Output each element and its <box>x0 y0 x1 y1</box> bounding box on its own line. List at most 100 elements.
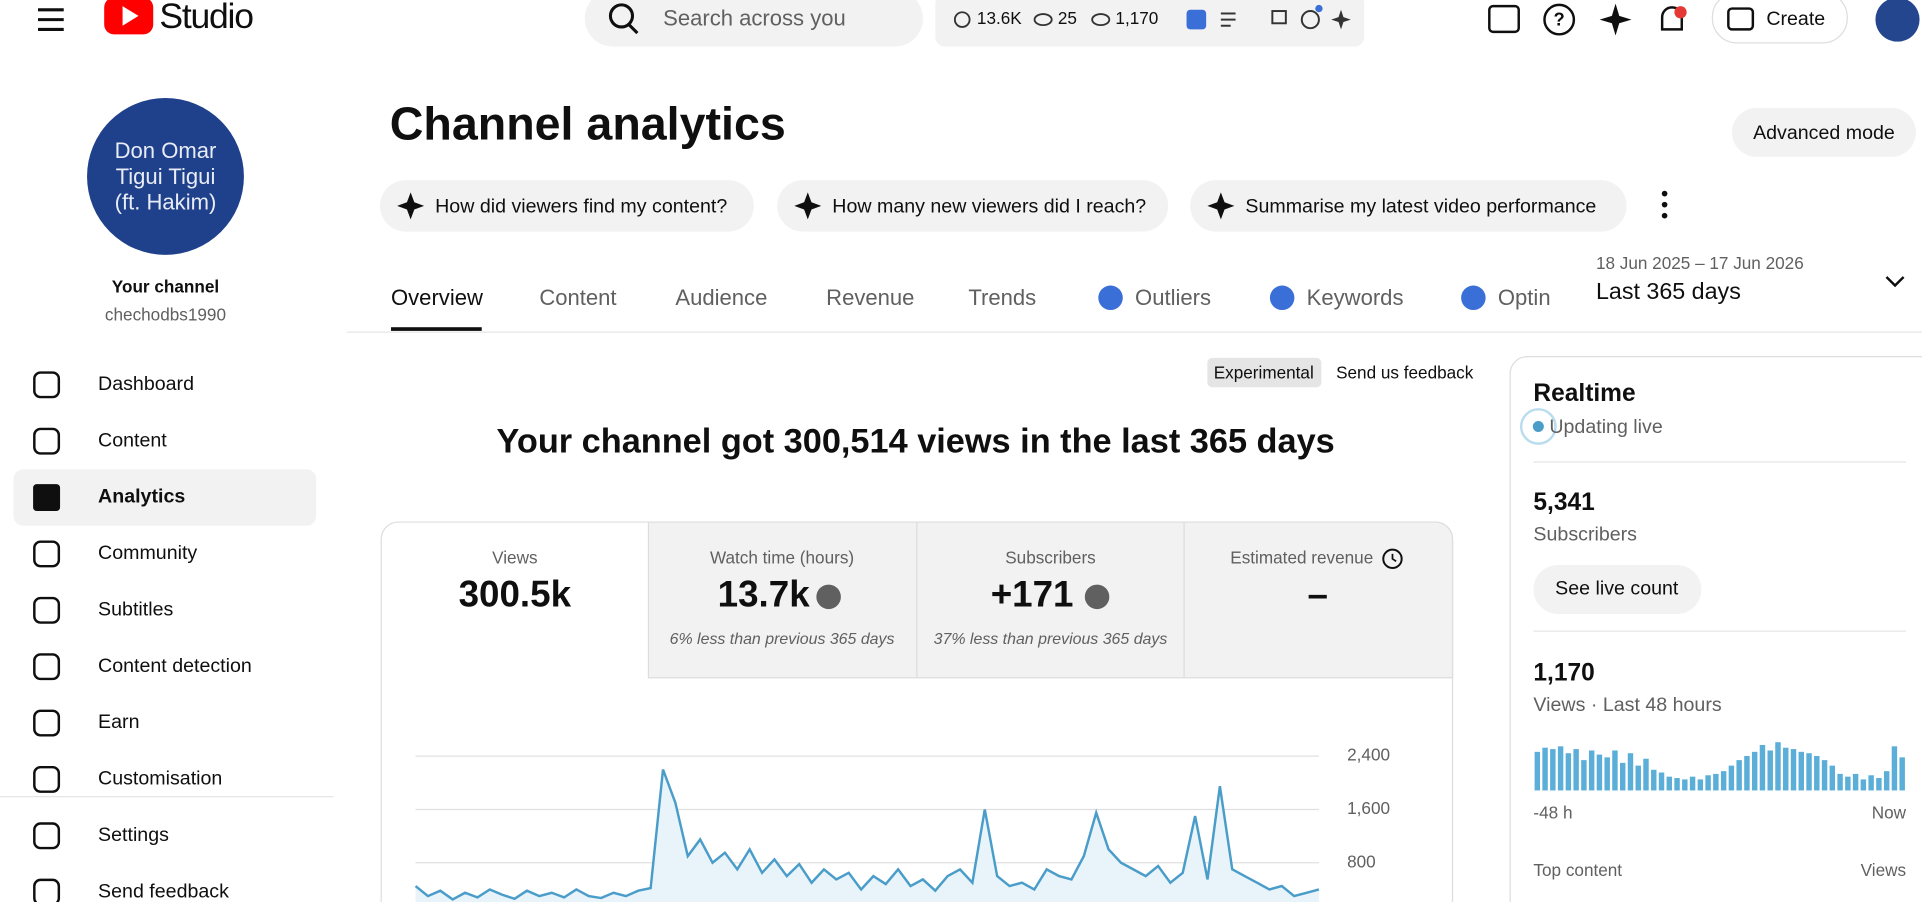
bar <box>1689 776 1696 791</box>
date-range: 18 Jun 2025 – 17 Jun 2026 <box>1596 253 1804 273</box>
prompt-label[interactable]: Summarise my latest video performance <box>1245 195 1596 217</box>
bar <box>1728 765 1735 791</box>
account-avatar[interactable] <box>1875 0 1920 42</box>
bar <box>1829 765 1836 791</box>
spark-icon <box>1207 192 1235 220</box>
menu-button[interactable] <box>37 8 64 31</box>
feedback-link[interactable]: Send us feedback <box>1336 362 1474 382</box>
period-dropdown[interactable] <box>1885 276 1905 288</box>
prompt-label[interactable]: How did viewers find my content? <box>435 195 727 217</box>
metric-value[interactable]: 13.7k <box>718 574 811 615</box>
bar <box>1744 755 1750 791</box>
nav-icon[interactable] <box>33 371 61 399</box>
line <box>414 769 1320 901</box>
nav-item[interactable]: Analytics <box>98 486 185 508</box>
tab-underline <box>391 327 482 331</box>
gemini-icon[interactable] <box>1599 3 1632 36</box>
nav-icon[interactable] <box>33 765 61 793</box>
bar <box>1627 753 1634 791</box>
tab[interactable]: Overview <box>391 285 483 310</box>
bar <box>1814 755 1820 791</box>
bar <box>1581 760 1587 791</box>
iq-badge <box>1269 285 1295 311</box>
nav-item[interactable]: Dashboard <box>98 373 194 395</box>
advanced-mode-button[interactable] <box>1732 107 1916 157</box>
nav-item[interactable]: Earn <box>98 711 139 733</box>
tab[interactable]: Keywords <box>1307 285 1404 310</box>
bar <box>1550 749 1556 791</box>
channel-avatar[interactable]: Don Omar Tigui Tigui (ft. Hakim) <box>87 98 244 255</box>
nav-icon[interactable] <box>33 484 61 512</box>
more-button[interactable] <box>1661 190 1668 219</box>
bar <box>1619 762 1626 791</box>
channel-handle: chechodbs1990 <box>105 305 226 325</box>
metric-value[interactable]: – <box>1307 574 1327 615</box>
tab[interactable]: Outliers <box>1135 285 1211 310</box>
nav-icon[interactable] <box>33 822 61 850</box>
iq-icon[interactable] <box>1186 9 1207 30</box>
bar <box>1736 760 1742 791</box>
metric-label: Subscribers <box>1005 547 1096 567</box>
nav-icon[interactable] <box>33 596 61 624</box>
nav-icon[interactable] <box>33 878 61 902</box>
nav-icon[interactable] <box>33 540 61 568</box>
x-tick-label: -48 h <box>1533 802 1572 822</box>
nav-item[interactable]: Community <box>98 542 197 564</box>
nav-item[interactable]: Send feedback <box>98 880 229 902</box>
nav-icon[interactable] <box>33 653 61 681</box>
bar <box>1635 765 1641 791</box>
metric-note: 6% less than previous 365 days <box>670 631 895 648</box>
stat-watch: 13.6K <box>977 8 1022 28</box>
metric-label: Estimated revenue <box>1230 547 1373 567</box>
live-count-button[interactable] <box>1533 564 1702 614</box>
bar <box>1806 753 1812 791</box>
prompt-label[interactable]: How many new viewers did I reach? <box>832 195 1146 217</box>
area <box>415 769 1319 902</box>
advanced-mode-label: Advanced mode <box>1753 122 1895 144</box>
trend-down-icon <box>816 584 841 610</box>
tab[interactable]: Optin <box>1498 285 1551 310</box>
tab[interactable]: Content <box>539 285 616 310</box>
bar <box>1775 742 1781 791</box>
experimental-chip <box>1207 357 1322 388</box>
channel-label: Your channel <box>112 277 219 297</box>
prompt-chip[interactable] <box>379 180 754 232</box>
top-content-label: Top content <box>1533 860 1622 880</box>
nav-icon[interactable] <box>33 709 61 737</box>
tab[interactable]: Trends <box>968 285 1036 310</box>
nav-item[interactable]: Customisation <box>98 768 222 790</box>
realtime-views: 1,170 <box>1533 659 1594 686</box>
metric-value[interactable]: 300.5k <box>459 574 572 615</box>
y-tick-label: 800 <box>1347 851 1376 871</box>
period[interactable]: Last 365 days <box>1596 278 1741 304</box>
nav-item[interactable]: Settings <box>98 824 169 846</box>
nav-item[interactable]: Subtitles <box>98 598 173 620</box>
nav-active-bg <box>13 469 317 526</box>
help-icon[interactable] <box>1543 3 1576 36</box>
bar <box>1697 779 1704 791</box>
nav-icon[interactable] <box>33 427 61 455</box>
prompt-chip[interactable] <box>777 180 1169 232</box>
metric-label: Watch time (hours) <box>710 547 854 567</box>
tab[interactable]: Audience <box>675 285 767 310</box>
bar <box>1674 778 1680 791</box>
live-count-label: See live count <box>1555 578 1679 600</box>
search-box[interactable] <box>584 0 923 47</box>
trend-down-icon <box>1084 584 1110 610</box>
tab[interactable]: Revenue <box>826 285 914 310</box>
nav-item[interactable]: Content <box>98 429 167 451</box>
metric-value[interactable]: +171 <box>991 574 1074 615</box>
headline: Your channel got 300,514 views in the la… <box>497 423 1335 461</box>
metric-label: Views <box>492 547 537 567</box>
create-button[interactable] <box>1711 0 1848 44</box>
messages-icon[interactable] <box>1488 4 1520 34</box>
bar <box>1852 773 1859 791</box>
bar <box>1783 747 1789 791</box>
nav-item[interactable]: Content detection <box>98 655 252 677</box>
prompt-chip[interactable] <box>1190 180 1627 232</box>
bar <box>1759 744 1766 791</box>
bar <box>1860 779 1867 791</box>
spark-icon <box>397 192 425 220</box>
bar <box>1612 750 1618 791</box>
